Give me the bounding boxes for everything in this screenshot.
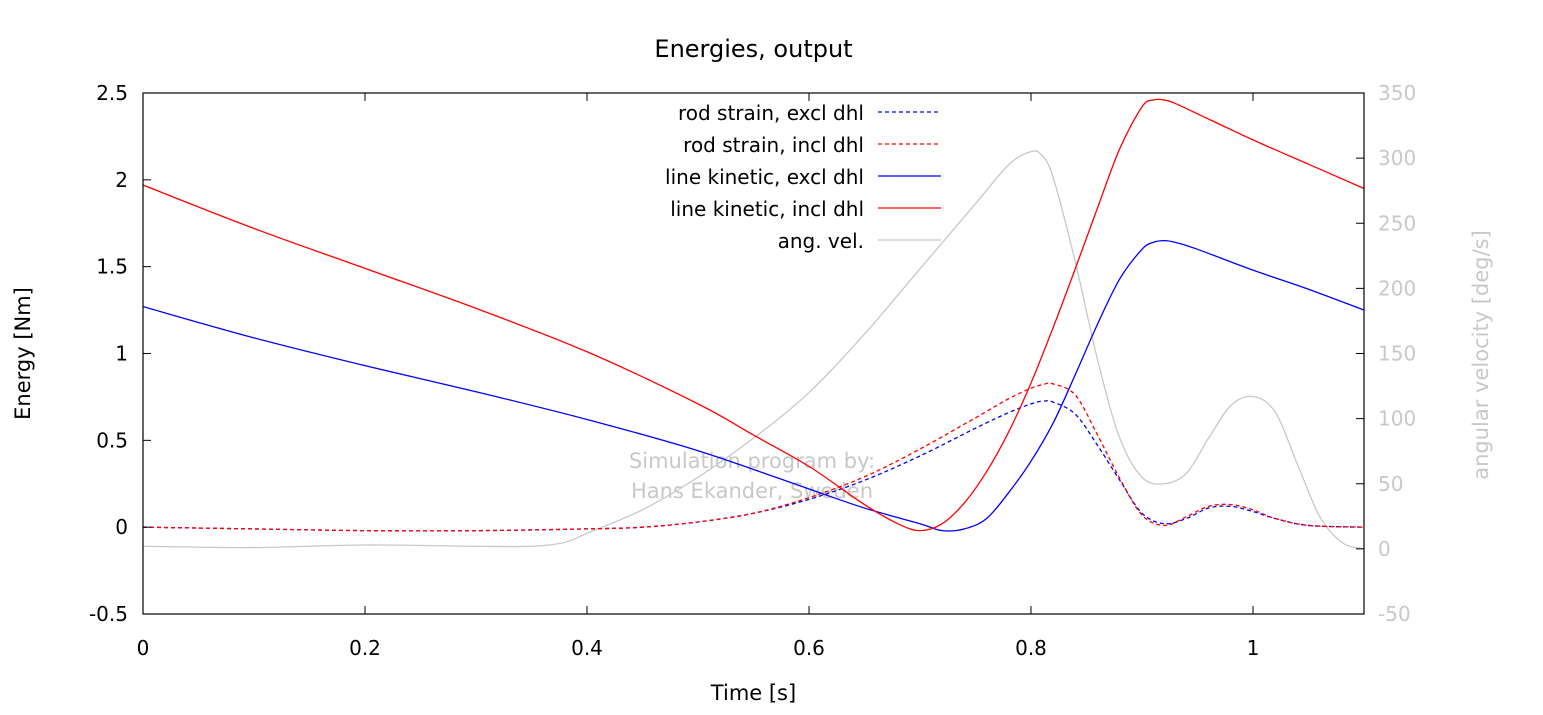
y2-tick-label: 250 bbox=[1378, 211, 1416, 235]
series-line-line-kinetic-excl-dhl bbox=[143, 239, 1364, 532]
y2-tick-label: 150 bbox=[1378, 342, 1416, 366]
x-axis: 0 0.2 0.4 0.6 0.8 1 bbox=[137, 93, 1260, 660]
y2-tick-label: 0 bbox=[1378, 537, 1391, 561]
y-axis-left: -0.5 0 0.5 1 1.5 2 2.5 bbox=[89, 81, 151, 626]
series-line-ang-vel bbox=[143, 150, 1364, 550]
y-axis-right: -50 0 50 100 150 200 250 300 350 bbox=[1356, 81, 1416, 626]
y2-tick-label: 100 bbox=[1378, 407, 1416, 431]
y2-tick-label: -50 bbox=[1378, 602, 1411, 626]
y2-axis-title: angular velocity [deg/s] bbox=[1469, 230, 1493, 480]
legend-label: rod strain, excl dhl bbox=[678, 101, 864, 125]
y-tick-label: 2 bbox=[115, 168, 128, 192]
legend-label: line kinetic, excl dhl bbox=[665, 165, 864, 189]
x-tick-label: 0 bbox=[137, 636, 150, 660]
x-tick-label: 0.6 bbox=[793, 636, 825, 660]
x-tick-label: 0.4 bbox=[571, 636, 603, 660]
y-axis-title: Energy [Nm] bbox=[11, 287, 35, 420]
watermark: Simulation program by:Hans Ekander, Swed… bbox=[629, 449, 875, 503]
y-tick-label: 0.5 bbox=[96, 428, 128, 452]
y-tick-label: 0 bbox=[115, 515, 128, 539]
x-tick-label: 1 bbox=[1247, 636, 1260, 660]
legend-label: line kinetic, incl dhl bbox=[670, 197, 864, 221]
legend: rod strain, excl dhl rod strain, incl dhl… bbox=[665, 101, 941, 253]
y-tick-label: -0.5 bbox=[89, 602, 128, 626]
y2-tick-label: 350 bbox=[1378, 81, 1416, 105]
legend-label: rod strain, incl dhl bbox=[683, 133, 864, 157]
x-tick-label: 0.8 bbox=[1015, 636, 1047, 660]
y-tick-label: 2.5 bbox=[96, 81, 128, 105]
y2-tick-label: 300 bbox=[1378, 146, 1416, 170]
watermark-line: Hans Ekander, Sweden bbox=[631, 479, 873, 503]
y2-tick-label: 50 bbox=[1378, 472, 1403, 496]
y2-tick-label: 200 bbox=[1378, 276, 1416, 300]
plot-area bbox=[143, 98, 1364, 550]
series-line-rod-strain-incl-dhl bbox=[143, 382, 1364, 532]
chart-title: Energies, output bbox=[654, 35, 852, 63]
y-tick-label: 1 bbox=[115, 342, 128, 366]
legend-label: ang. vel. bbox=[778, 229, 864, 253]
series-line-line-kinetic-incl-dhl bbox=[143, 98, 1364, 532]
x-tick-label: 0.2 bbox=[349, 636, 381, 660]
x-axis-title: Time [s] bbox=[710, 681, 796, 705]
y-tick-label: 1.5 bbox=[96, 255, 128, 279]
